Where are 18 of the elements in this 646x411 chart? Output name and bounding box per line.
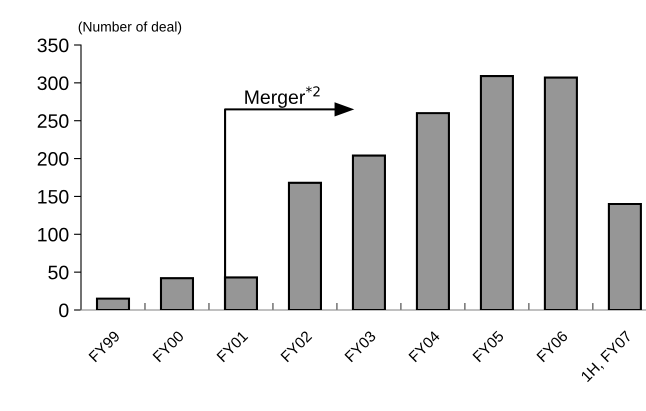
y-tick-label: 250 bbox=[38, 114, 68, 128]
bar bbox=[544, 76, 578, 310]
bar bbox=[416, 112, 450, 310]
bar bbox=[608, 202, 642, 310]
y-tick-label: 50 bbox=[48, 266, 68, 280]
y-tick-label: 0 bbox=[59, 303, 68, 318]
y-tick-label: 200 bbox=[38, 152, 68, 166]
y-tick-label: 350 bbox=[37, 38, 68, 52]
bar bbox=[96, 298, 130, 310]
y-axis-title: (Number of deal) bbox=[78, 21, 182, 34]
bar bbox=[288, 182, 322, 310]
y-tick-label: 100 bbox=[38, 228, 68, 242]
y-tick-label: 300 bbox=[37, 76, 68, 90]
bar bbox=[480, 75, 514, 310]
y-tick-label: 150 bbox=[38, 190, 68, 204]
bar bbox=[160, 277, 194, 310]
bar bbox=[352, 154, 386, 310]
annotation: Merger$^{*2}$ bbox=[245, 86, 320, 108]
